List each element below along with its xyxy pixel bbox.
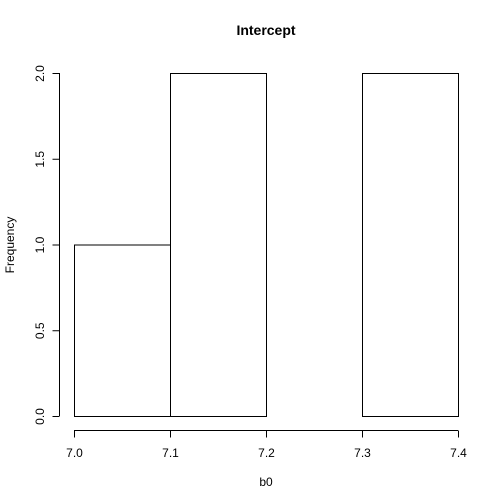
x-tick-label: 7.2 [258,446,275,460]
x-tick-label: 7.0 [66,446,83,460]
y-tick-label: 1.0 [33,236,47,253]
y-tick-label: 1.5 [33,151,47,168]
chart-title: Intercept [236,22,295,38]
x-axis: 7.0 7.1 7.2 7.3 7.4 [66,430,467,460]
y-axis: 0.0 0.5 1.0 1.5 2.0 [33,65,60,425]
histogram-bar-4 [362,73,459,417]
x-tick-label: 7.4 [450,446,467,460]
bars-group [74,73,459,417]
y-tick-label: 0.5 [33,322,47,339]
histogram-bar-2 [170,73,267,417]
y-tick-label: 0.0 [33,408,47,425]
x-axis-label: b0 [259,475,273,489]
y-tick-label: 2.0 [33,65,47,82]
y-axis-label: Frequency [3,217,17,274]
x-tick-label: 7.3 [354,446,371,460]
x-tick-label: 7.1 [162,446,179,460]
histogram-bar-1 [74,244,171,417]
